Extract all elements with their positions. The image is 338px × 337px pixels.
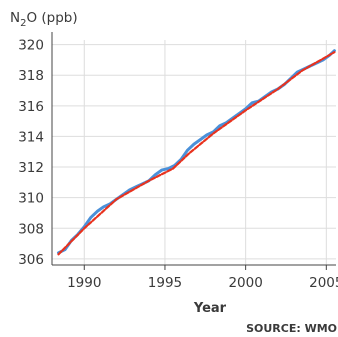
- x-axis-label: Year: [193, 301, 227, 316]
- y-axis-label-rest: O (ppb): [26, 10, 77, 26]
- y-tick-label: 316: [18, 99, 44, 115]
- x-tick-label: 1990: [67, 275, 101, 291]
- x-tick-label: 2000: [228, 275, 262, 291]
- trend-series-line: [57, 51, 336, 256]
- series: [57, 49, 336, 256]
- tick-labels: 306 308 310 312 314 316 318 320 1990 1995 2000 2005: [18, 38, 338, 291]
- y-tick-label: 308: [18, 221, 44, 237]
- y-axis-label: N2O (ppb): [10, 10, 78, 29]
- y-tick-label: 320: [18, 38, 44, 54]
- grid: [52, 40, 336, 265]
- x-tick-label: 1995: [148, 275, 182, 291]
- y-tick-label: 306: [18, 252, 44, 268]
- y-axis-label-main: N: [10, 10, 20, 26]
- y-tick-label: 310: [18, 191, 44, 207]
- y-tick-label: 314: [18, 129, 44, 145]
- source-label: SOURCE: WMO: [246, 322, 337, 335]
- y-axis-label-subscript: 2: [20, 18, 26, 29]
- observed-series-line: [57, 49, 336, 255]
- y-tick-label: 318: [18, 68, 44, 84]
- axes: [51, 32, 336, 270]
- x-tick-label: 2005: [309, 275, 338, 291]
- y-tick-label: 312: [18, 160, 44, 176]
